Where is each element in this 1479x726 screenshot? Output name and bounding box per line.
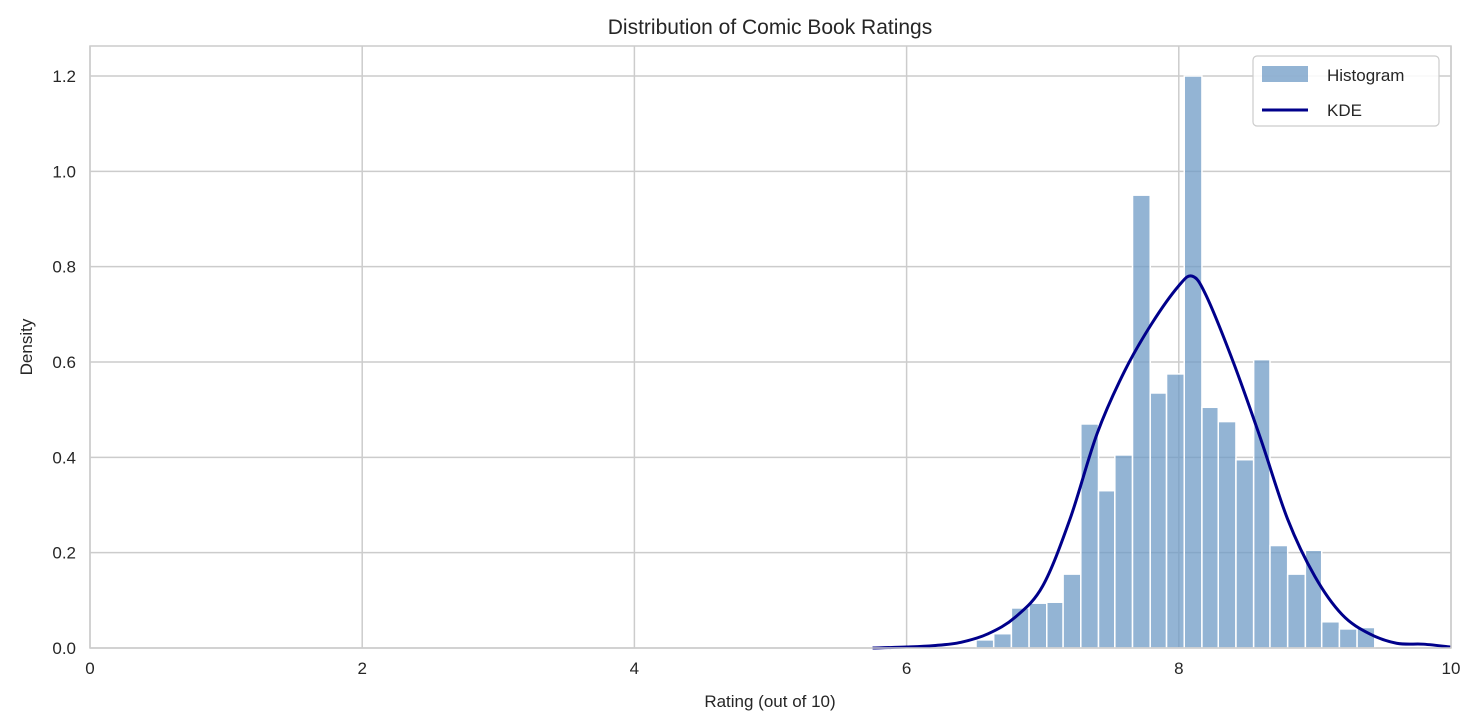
histogram-legend-swatch-icon: [1262, 66, 1308, 82]
x-tick-label: 8: [1174, 659, 1183, 678]
legend: Histogram KDE: [1252, 55, 1440, 127]
x-tick-label: 6: [902, 659, 911, 678]
histogram-bar: [1286, 573, 1307, 649]
histogram-bar: [1269, 544, 1289, 649]
y-axis-ticks: 0.0 0.2 0.4 0.6 0.8 1.0 1.2: [52, 67, 76, 658]
histogram-bar: [1235, 458, 1255, 649]
y-tick-label: 0.4: [52, 448, 76, 467]
x-axis-ticks: 0 2 4 6 8 10: [85, 659, 1460, 678]
histogram-bar: [1217, 420, 1237, 649]
histogram-bar: [1201, 406, 1220, 649]
histogram-bar: [1028, 602, 1048, 649]
histogram-bar: [1165, 373, 1185, 649]
x-tick-label: 2: [357, 659, 366, 678]
histogram-bar: [1046, 601, 1064, 649]
histogram-bar: [992, 632, 1013, 649]
x-tick-label: 10: [1442, 659, 1461, 678]
histogram-bar: [1097, 489, 1116, 649]
y-tick-label: 0.0: [52, 639, 76, 658]
x-axis-label: Rating (out of 10): [704, 692, 835, 711]
histogram-bar: [1114, 454, 1134, 649]
y-tick-label: 0.2: [52, 544, 76, 563]
x-tick-label: 0: [85, 659, 94, 678]
y-tick-label: 0.8: [52, 258, 76, 277]
y-tick-label: 1.2: [52, 67, 76, 86]
histogram-bar: [1131, 194, 1151, 649]
chart-title: Distribution of Comic Book Ratings: [608, 16, 932, 39]
legend-label-kde: KDE: [1327, 101, 1362, 120]
y-axis-label: Density: [17, 318, 36, 375]
histogram-bar: [1149, 392, 1168, 649]
histogram-bar: [1183, 75, 1203, 649]
x-tick-label: 4: [630, 659, 639, 678]
kde-line: [872, 274, 1452, 650]
plot-frame: [89, 45, 1452, 649]
histogram-bar: [1320, 621, 1341, 649]
y-tick-label: 0.6: [52, 353, 76, 372]
histogram-bar: [975, 639, 995, 649]
histogram-bar: [1062, 573, 1082, 649]
legend-label-histogram: Histogram: [1327, 66, 1404, 85]
histogram-bar: [1338, 628, 1358, 649]
histogram-bar: [1252, 358, 1271, 649]
y-tick-label: 1.0: [52, 162, 76, 181]
